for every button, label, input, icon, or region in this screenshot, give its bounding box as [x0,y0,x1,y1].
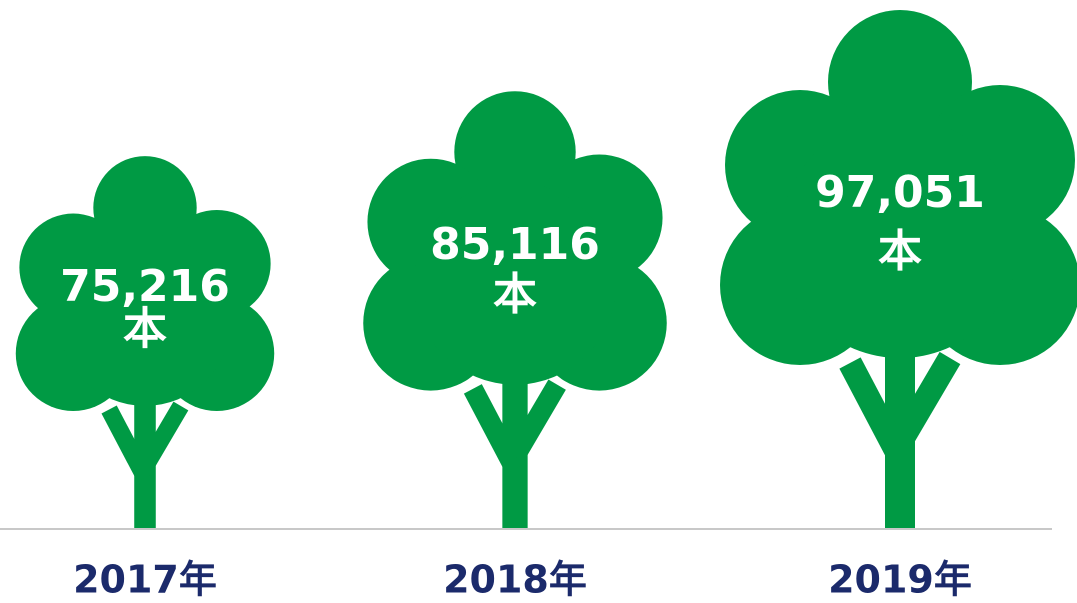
value-label: 85,116 [430,219,600,270]
tree [363,91,667,528]
category-label: 2018年 [443,558,587,602]
crown [58,233,232,406]
crown [93,156,197,260]
crown [780,118,1020,358]
branch [137,401,189,472]
value-label: 75,216 [60,261,230,312]
tree [720,10,1077,528]
tree [15,156,275,528]
crown [413,182,617,385]
value-label: 97,051 [815,167,985,218]
branch [463,384,524,474]
branch [506,379,566,462]
category-label: 2019年 [828,558,972,602]
branch [889,351,961,450]
branch [839,357,911,464]
crown [454,91,576,213]
unit-label: 本 [123,303,167,354]
branch [101,405,153,482]
crown [828,10,972,154]
unit-label: 本 [493,269,537,320]
category-label: 2017年 [73,558,217,602]
unit-label: 本 [878,226,922,277]
